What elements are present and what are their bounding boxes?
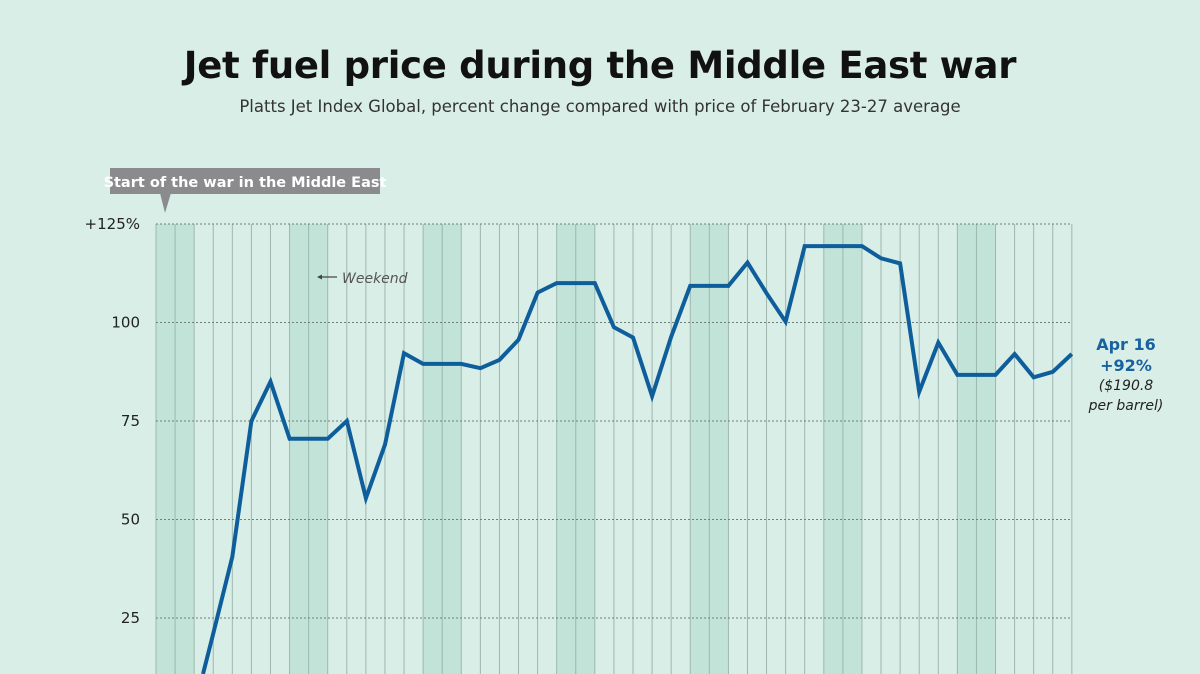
y-tick-label: 75 bbox=[121, 412, 140, 430]
chart-subtitle: Platts Jet Index Global, percent change … bbox=[239, 97, 961, 116]
y-axis-ticks: +125% 100 75 50 25 bbox=[85, 215, 140, 627]
war-start-label: Start of the war in the Middle East bbox=[104, 175, 387, 191]
end-percent: +92% bbox=[1100, 356, 1152, 375]
war-start-callout: Start of the war in the Middle East bbox=[104, 168, 387, 213]
end-date: Apr 16 bbox=[1096, 335, 1156, 354]
end-price-line2: per barrel) bbox=[1088, 398, 1164, 414]
data-points bbox=[213, 245, 1072, 634]
end-value-label: Apr 16 +92% ($190.8 per barrel) bbox=[1076, 334, 1176, 416]
weekend-label: Weekend bbox=[342, 271, 408, 287]
y-tick-label: 50 bbox=[121, 511, 140, 529]
callout-pointer bbox=[160, 193, 171, 213]
series-line bbox=[201, 244, 1074, 674]
weekend-annotation: Weekend bbox=[317, 271, 408, 287]
callout-box bbox=[110, 168, 380, 194]
end-price-line1: ($190.8 bbox=[1098, 378, 1154, 394]
chart-title: Jet fuel price during the Middle East wa… bbox=[183, 44, 1017, 87]
y-tick-label: +125% bbox=[85, 215, 140, 233]
arrowhead-icon bbox=[317, 274, 322, 280]
y-tick-label: 100 bbox=[111, 314, 140, 332]
day-gridlines bbox=[155, 224, 1073, 674]
y-tick-label: 25 bbox=[121, 609, 140, 627]
